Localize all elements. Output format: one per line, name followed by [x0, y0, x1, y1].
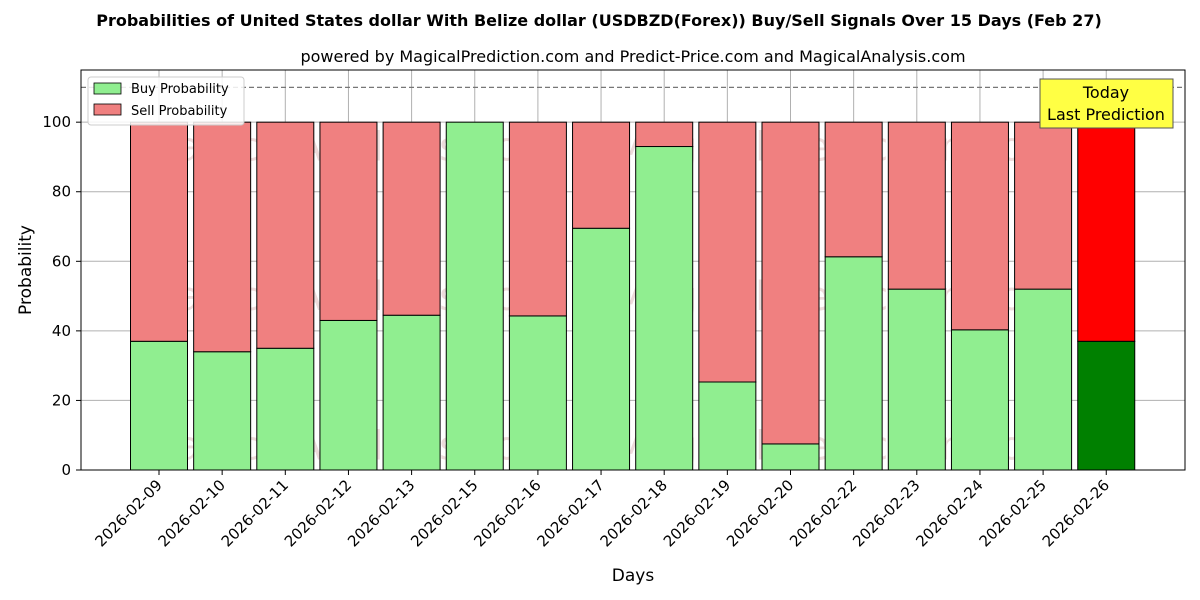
- bar-sell: [887, 121, 946, 290]
- bar-buy: [445, 121, 504, 471]
- bar-buy: [1014, 288, 1073, 471]
- bar-buy: [193, 351, 252, 471]
- x-tick-label: 2026-02-12: [281, 476, 355, 550]
- y-tick-label: 20: [52, 391, 71, 409]
- chart-title: Probabilities of United States dollar Wi…: [96, 11, 1102, 30]
- bar-buy: [508, 315, 567, 471]
- x-tick-label: 2026-02-18: [597, 476, 671, 550]
- x-tick-label: 2026-02-24: [912, 476, 986, 550]
- bar-sell: [761, 121, 820, 445]
- legend-swatch-sell: [93, 103, 122, 116]
- x-tick-label: 2026-02-16: [470, 476, 544, 550]
- x-tick-label: 2026-02-23: [849, 476, 923, 550]
- x-tick-label: 2026-02-25: [976, 476, 1050, 550]
- bar-buy: [887, 288, 946, 471]
- bar-buy: [130, 340, 188, 471]
- y-tick-label: 80: [52, 183, 71, 201]
- chart-subtitle: powered by MagicalPrediction.com and Pre…: [300, 47, 965, 66]
- bar-sell: [193, 121, 252, 353]
- bar-sell: [256, 121, 315, 349]
- x-tick-label: 2026-02-09: [91, 476, 165, 550]
- legend: Buy Probability Sell Probability: [87, 76, 245, 126]
- x-axis-label: Days: [612, 566, 655, 586]
- bar-buy: [824, 256, 883, 471]
- x-tick-label: 2026-02-26: [1039, 476, 1113, 550]
- bar-sell: [1014, 121, 1073, 290]
- x-tick-label: 2026-02-10: [155, 476, 229, 550]
- annotation-box: [1039, 78, 1174, 129]
- bar-sell: [572, 121, 631, 229]
- annotation-line-2: Last Prediction: [1047, 105, 1165, 124]
- bar-buy: [1077, 340, 1136, 471]
- bar-sell: [698, 121, 757, 383]
- x-tick-label: 2026-02-15: [407, 476, 481, 550]
- bar-buy: [319, 319, 378, 471]
- bar-sell: [319, 121, 378, 321]
- y-tick-label: 60: [52, 252, 71, 270]
- bar-buy: [698, 381, 757, 471]
- x-tick-label: 2026-02-17: [533, 476, 607, 550]
- y-tick-label: 40: [52, 322, 71, 340]
- y-tick-label: 100: [42, 113, 71, 131]
- today-annotation: Today Last Prediction: [1039, 78, 1174, 129]
- legend-label-sell: Sell Probability: [131, 104, 228, 119]
- x-tick-label: 2026-02-22: [786, 476, 860, 550]
- bar-buy: [256, 347, 315, 471]
- annotation-line-1: Today: [1082, 83, 1129, 102]
- bar-buy: [761, 443, 820, 471]
- x-tick-label: 2026-02-19: [660, 476, 734, 550]
- y-tick-label: 0: [61, 461, 71, 479]
- legend-box: [87, 76, 245, 126]
- bar-buy: [635, 146, 694, 471]
- bar-sell: [130, 121, 188, 342]
- bar-sell: [950, 121, 1009, 331]
- bar-sell: [382, 121, 441, 316]
- x-tick-label: 2026-02-11: [218, 476, 292, 550]
- bar-sell: [1077, 121, 1136, 342]
- bar-buy: [382, 314, 441, 471]
- legend-swatch-buy: [93, 82, 122, 95]
- bar-buy: [572, 227, 631, 471]
- bar-sell: [635, 121, 694, 148]
- x-tick-label: 2026-02-13: [344, 476, 418, 550]
- legend-label-buy: Buy Probability: [131, 82, 229, 97]
- x-tick-label: 2026-02-20: [723, 476, 797, 550]
- bars-layer: [81, 86, 1185, 471]
- bar-sell: [508, 121, 567, 317]
- y-axis-label: Probability: [16, 225, 36, 315]
- plot-frame: [80, 69, 1186, 471]
- bar-buy: [950, 329, 1009, 471]
- bar-sell: [824, 121, 883, 258]
